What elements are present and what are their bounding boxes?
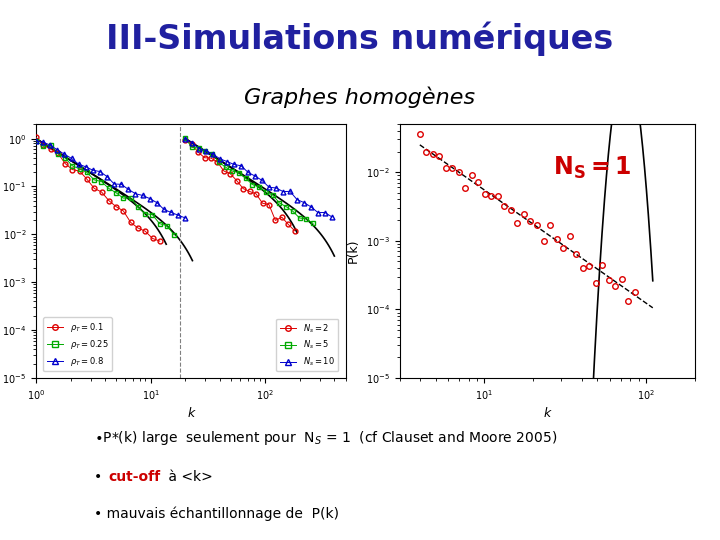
Text: III-Simulations numériques: III-Simulations numériques bbox=[107, 22, 613, 56]
Legend: $N_s=2$, $N_s=5$, $N_s=10$: $N_s=2$, $N_s=5$, $N_s=10$ bbox=[276, 319, 338, 372]
X-axis label: k: k bbox=[544, 407, 551, 420]
Text: $\mathbf{N_S=1}$: $\mathbf{N_S=1}$ bbox=[553, 154, 631, 181]
Text: $\bullet$P*(k) large  seulement pour  N$_S$ = 1  (cf Clauset and Moore 2005): $\bullet$P*(k) large seulement pour N$_S… bbox=[94, 429, 557, 447]
Text: à <k>: à <k> bbox=[164, 470, 213, 484]
Y-axis label: P(k): P(k) bbox=[347, 239, 360, 264]
Text: Graphes homogènes: Graphes homogènes bbox=[244, 86, 476, 108]
Text: •: • bbox=[94, 470, 107, 484]
Text: cut-off: cut-off bbox=[108, 470, 160, 484]
X-axis label: k: k bbox=[187, 407, 194, 420]
Text: • mauvais échantillonnage de  P(k): • mauvais échantillonnage de P(k) bbox=[94, 507, 338, 521]
